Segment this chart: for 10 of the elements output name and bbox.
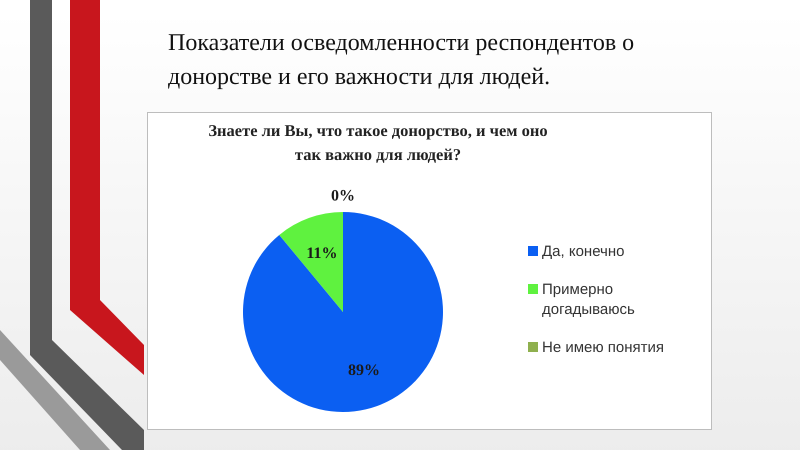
data-label: 89%	[348, 362, 380, 379]
pie-slice	[279, 212, 343, 312]
legend-label: Не имею понятия	[542, 338, 666, 358]
chart-subtitle: Знаете ли Вы, что такое донорство, и чем оно так важно для людей?	[207, 120, 549, 166]
text: 0%	[331, 188, 355, 204]
legend-label: Да, конечно	[542, 242, 626, 262]
data-label: 11%	[306, 245, 338, 262]
chart-title: Показатели осведомленности респондентов о донорстве и его важности для людей.	[168, 29, 636, 92]
legend-label: Примерно догадываюсь	[542, 280, 636, 320]
pie-slice	[243, 212, 443, 412]
